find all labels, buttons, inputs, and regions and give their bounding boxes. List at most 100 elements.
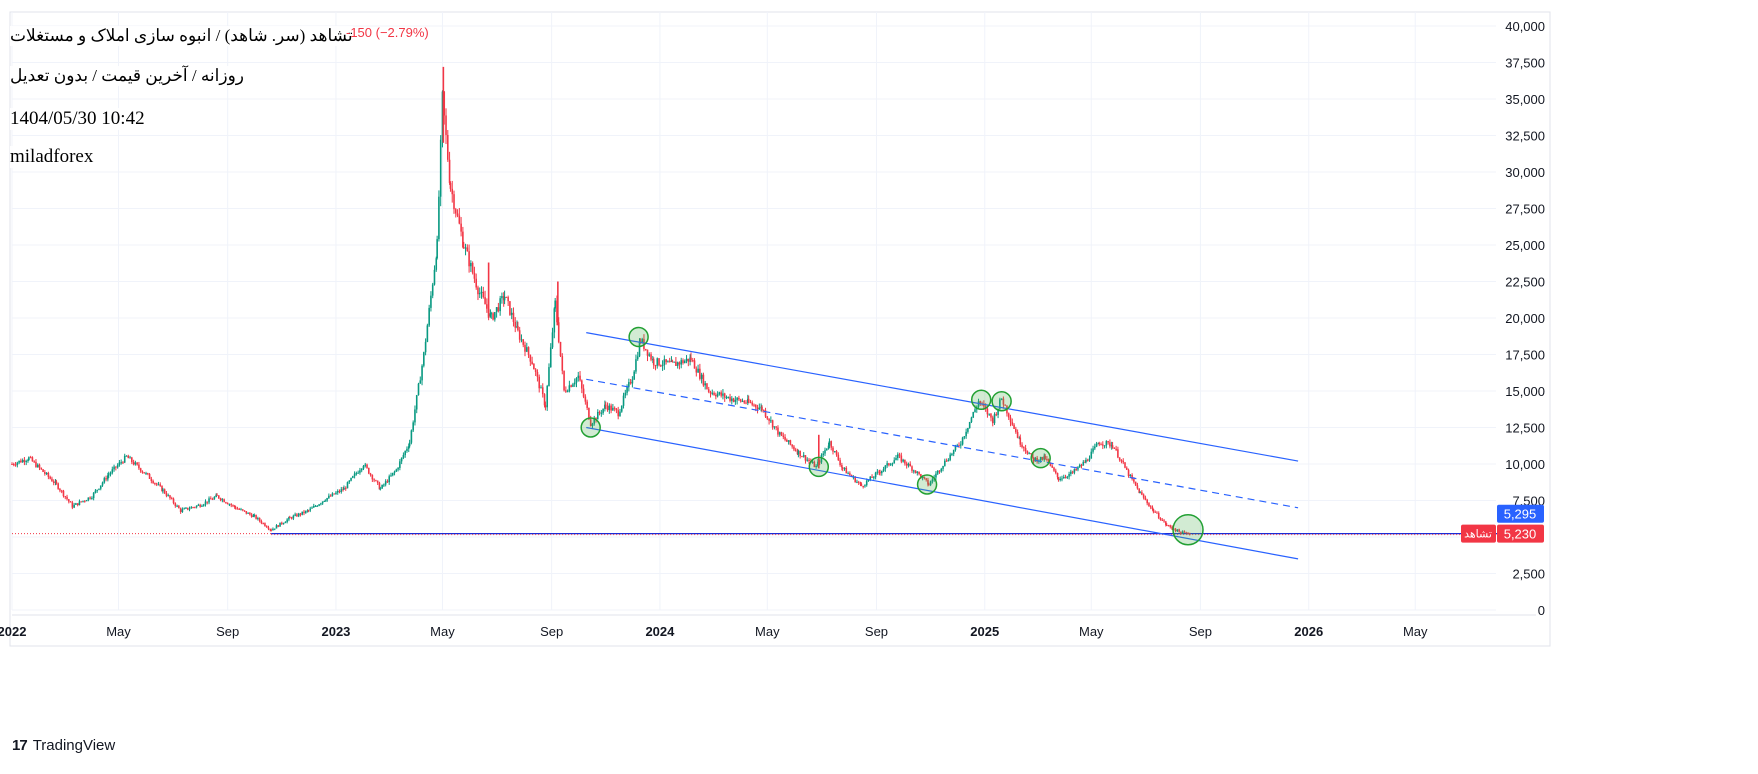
candle-body: [40, 467, 43, 470]
candle-body: [107, 474, 110, 476]
candle-body: [841, 465, 843, 468]
candle-body: [631, 379, 634, 384]
candle-body: [412, 422, 414, 431]
candle-body: [453, 194, 455, 210]
candle-body: [1071, 471, 1074, 473]
candle-body: [492, 313, 494, 320]
candle-body: [103, 478, 106, 483]
candle-body: [1024, 448, 1027, 452]
y-tick-label: 40,000: [1505, 19, 1545, 34]
candle-body: [1120, 460, 1123, 462]
candle-body: [118, 462, 121, 466]
candle-body: [529, 354, 532, 362]
candle-body: [938, 470, 941, 472]
x-tick-label: Sep: [540, 624, 563, 639]
candle-body: [340, 489, 343, 492]
candle-body: [404, 450, 406, 456]
candle-body: [745, 402, 747, 404]
candle-body: [141, 471, 144, 473]
candle-body: [192, 507, 194, 509]
candle-body: [739, 399, 742, 402]
candle-body: [1102, 444, 1104, 446]
tradingview-logo-text: TradingView: [32, 737, 116, 754]
candle-body: [185, 507, 187, 509]
x-tick-label: 2024: [645, 624, 675, 639]
candle-body: [538, 376, 541, 389]
candle-body: [533, 364, 535, 370]
candle-body: [64, 496, 67, 498]
candle-body: [683, 360, 686, 364]
candle-body: [71, 502, 74, 508]
candle-body: [1141, 492, 1143, 495]
candle-body: [480, 291, 483, 293]
candle-body: [20, 460, 22, 463]
tradingview-logo[interactable]: 17 TradingView: [12, 737, 115, 754]
candle-body: [443, 91, 446, 116]
candle-body: [734, 400, 737, 402]
candle-body: [711, 392, 714, 394]
candle-body: [811, 461, 814, 463]
candle-body: [1030, 453, 1032, 455]
candle-body: [944, 460, 946, 466]
candle-body: [830, 441, 833, 448]
candle-body: [49, 476, 51, 479]
candle-body: [120, 462, 122, 464]
candle-body: [445, 115, 447, 135]
candle-body: [400, 457, 403, 462]
candle-body: [1165, 524, 1168, 526]
candle-body: [991, 417, 994, 424]
candle-body: [731, 398, 733, 401]
candle-body: [856, 481, 858, 483]
price-label-box: [1497, 504, 1544, 523]
x-tick-label: May: [755, 624, 780, 639]
candle-body: [161, 485, 163, 492]
candle-body: [507, 297, 509, 302]
candle-body: [503, 296, 506, 301]
candle-body: [204, 501, 207, 505]
candle-body: [706, 383, 708, 390]
candle-body: [1188, 533, 1191, 535]
candle-body: [654, 365, 657, 367]
candle-body: [1159, 518, 1162, 520]
candle-body: [21, 459, 24, 463]
candle-body: [1066, 476, 1069, 478]
candle-body: [1082, 461, 1085, 466]
candle-body: [312, 505, 315, 508]
candle-body: [426, 325, 429, 342]
candle-body: [1039, 456, 1042, 461]
candle-body: [548, 367, 550, 387]
candle-body: [764, 410, 767, 417]
candle-body: [871, 476, 873, 478]
candle-body: [600, 412, 603, 414]
candle-body: [1049, 462, 1052, 466]
candle-body: [685, 358, 688, 361]
candle-body: [247, 512, 249, 514]
candle-body: [23, 459, 26, 463]
candle-body: [252, 515, 255, 517]
candle-body: [570, 385, 572, 387]
y-tick-label: 25,000: [1505, 238, 1545, 253]
candle-body: [454, 209, 457, 214]
candle-body: [818, 461, 821, 463]
candle-body: [760, 406, 762, 408]
candle-body: [407, 446, 410, 449]
candle-body: [536, 372, 539, 377]
candle-body: [551, 332, 554, 348]
candle-body: [554, 300, 556, 309]
candle-body: [1125, 467, 1128, 470]
candle-body: [115, 466, 117, 468]
candle-body: [704, 383, 706, 386]
candle-body: [314, 505, 317, 507]
candle-body: [777, 427, 779, 435]
candle-body: [1113, 447, 1116, 449]
candle-body: [395, 469, 398, 472]
chart-frame: [9, 11, 1551, 647]
candle-body: [1064, 476, 1067, 478]
candle-body: [286, 519, 288, 523]
candle-body: [113, 466, 115, 470]
candle-body: [540, 387, 542, 389]
candle-body: [929, 481, 932, 485]
candle-body: [641, 338, 643, 343]
